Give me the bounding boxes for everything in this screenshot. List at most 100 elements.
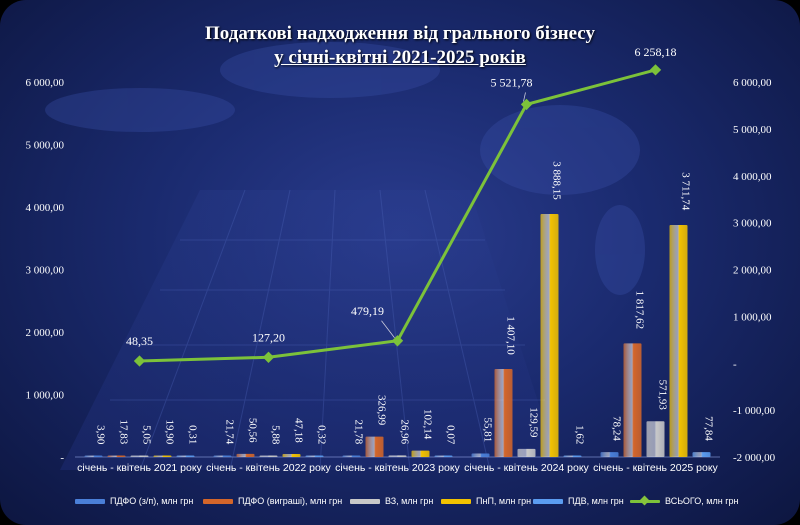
left-axis-tick-label-1: 1 000,00 (26, 390, 65, 402)
bar-label-pnp-1: 47,18 (293, 418, 305, 443)
total-point-0 (133, 355, 146, 367)
bar-label-pdfo-zp-0: 3,90 (95, 425, 107, 445)
legend-label-pdfo-win: ПДФО (виграші), млн грн (238, 496, 343, 506)
bar-pdv-2 (434, 455, 453, 457)
legend-item-pnp: ПнП, млн грн (441, 490, 531, 512)
bar-pdfo-zp-4 (600, 452, 619, 457)
total-point-2 (391, 335, 404, 347)
bar-pdv-4 (692, 452, 711, 457)
legend-label-pdv: ПДВ, млн грн (568, 496, 624, 506)
legend-label-total: ВСЬОГО, млн грн (665, 496, 739, 506)
left-axis-tick-label-5: 5 000,00 (26, 140, 65, 152)
bar-label-pdfo-win-1: 50,56 (247, 418, 259, 443)
x-tick-label-1: січень - квітень 2022 року (206, 462, 331, 474)
bar-vz-0 (130, 455, 149, 457)
legend-item-vz: ВЗ, млн грн (350, 490, 433, 512)
right-axis-tick-label-7: 5 000,00 (733, 124, 772, 136)
left-y-axis: - 1 000,00 2 000,00 3 000,00 4 000,00 5 000,0… (26, 77, 720, 464)
left-axis-tick-label-4: 4 000,00 (26, 202, 65, 214)
legend: ПДФО (з/п), млн грн ПДФО (виграші), млн … (0, 490, 800, 512)
bar-pdfo-zp-0 (84, 455, 103, 457)
bar-pnp-3 (540, 213, 559, 457)
chart-title-line1: Податкові надходження від грального бізн… (204, 23, 595, 44)
right-axis-tick-label-8: 6 000,00 (733, 77, 772, 89)
bar-pdfo-zp-2 (342, 455, 361, 457)
bar-pnp-1 (282, 454, 301, 457)
legend-label-vz: ВЗ, млн грн (385, 496, 434, 506)
bar-label-pdv-2: 0,07 (445, 425, 457, 445)
bar-label-pnp-0: 19,90 (164, 420, 176, 445)
right-axis-tick-label-5: 3 000,00 (733, 218, 772, 230)
bar-pdv-3 (563, 455, 582, 457)
total-point-4 (649, 64, 662, 76)
bar-label-vz-4: 571,93 (657, 380, 669, 411)
x-tick-label-0: січень - квітень 2021 року (77, 462, 202, 474)
left-axis-tick-label-0: - (60, 452, 64, 464)
bar-label-vz-2: 26,96 (399, 419, 411, 444)
left-axis-tick-label-2: 2 000,00 (26, 327, 65, 339)
right-axis-tick-label-1: -1 000,00 (733, 405, 776, 417)
x-tick-label-3: січень - квітень 2024 року (464, 462, 589, 474)
total-point-1 (262, 351, 275, 363)
total-label-leader-2 (381, 320, 395, 339)
right-axis-tick-label-0: -2 000,00 (733, 452, 776, 464)
bar-label-pdfo-win-4: 1 817,62 (634, 291, 646, 330)
right-axis-tick-label-2: - (733, 358, 737, 370)
total-label-2: 479,19 (351, 304, 384, 318)
x-axis-labels: січень - квітень 2021 року січень - квіте… (77, 462, 718, 474)
legend-item-pdv: ПДВ, млн грн (533, 490, 624, 512)
bar-label-pdv-3: 1,62 (574, 425, 586, 444)
bar-pnp-4 (669, 225, 688, 457)
bar-pdfo-win-4 (623, 343, 642, 457)
bar-label-pdfo-win-3: 1 407,10 (505, 316, 517, 355)
bar-pdfo-zp-3 (471, 453, 490, 457)
bar-label-pdfo-win-0: 17,83 (118, 420, 130, 445)
total-label-leader-3 (523, 92, 526, 102)
bar-pdv-0 (176, 455, 195, 457)
total-label-4: 6 258,18 (635, 45, 677, 59)
bar-label-pdfo-win-2: 326,99 (376, 395, 388, 426)
bar-vz-2 (388, 455, 407, 457)
legend-label-pdfo-zp: ПДФО (з/п), млн грн (110, 496, 194, 506)
bar-label-pdv-0: 0,31 (187, 425, 199, 444)
bar-pdfo-zp-1 (213, 455, 232, 457)
total-label-3: 5 521,78 (491, 75, 533, 89)
bar-label-pnp-3: 3 888,15 (551, 161, 563, 200)
bar-label-pdfo-zp-3: 55,81 (482, 418, 494, 443)
legend-item-total: ВСЬОГО, млн грн (630, 490, 738, 512)
legend-label-pnp: ПнП, млн грн (476, 496, 532, 506)
bar-label-pdfo-zp-4: 78,24 (611, 416, 623, 441)
chart-title: Податкові надходження від грального бізн… (0, 22, 800, 70)
x-tick-label-2: січень - квітень 2023 року (335, 462, 460, 474)
bar-vz-3 (517, 448, 536, 457)
bars-layer: 3,90 17,83 5,05 19,90 0,31 21,74 50,56 5,88 47,1… (84, 161, 715, 457)
legend-swatch-vz (350, 498, 380, 504)
right-y-axis: -2 000,00-1 000,00-1 000,002 000,003 000… (733, 77, 776, 464)
right-axis-tick-label-3: 1 000,00 (733, 311, 772, 323)
bar-pnp-2 (411, 450, 430, 457)
right-axis-tick-label-6: 4 000,00 (733, 171, 772, 183)
legend-swatch-pdfo-zp (75, 498, 105, 504)
bar-label-pdv-4: 77,84 (703, 416, 715, 441)
bar-vz-1 (259, 455, 278, 457)
legend-item-pdfo-zp: ПДФО (з/п), млн грн (75, 490, 193, 512)
left-axis-tick-label-6: 6 000,00 (26, 77, 65, 89)
bar-label-pdfo-zp-1: 21,74 (224, 420, 236, 445)
right-axis-tick-label-4: 2 000,00 (733, 265, 772, 277)
total-line-layer: 48,35 127,20 479,19 5 521,78 6 258,18 (126, 45, 677, 367)
bar-pdfo-win-3 (494, 369, 513, 457)
bar-label-vz-0: 5,05 (141, 425, 153, 445)
bar-pnp-0 (153, 455, 172, 457)
bar-label-pdfo-zp-2: 21,78 (353, 420, 365, 445)
bar-pdv-1 (305, 455, 324, 457)
legend-item-pdfo-win: ПДФО (виграші), млн грн (203, 490, 342, 512)
bar-vz-4 (646, 421, 665, 457)
bar-label-pnp-2: 102,14 (422, 409, 434, 440)
legend-swatch-total (630, 495, 660, 505)
total-line (139, 68, 656, 363)
total-label-0: 48,35 (126, 334, 153, 348)
chart-title-line2: у січні-квітні 2021-2025 років (274, 47, 526, 68)
